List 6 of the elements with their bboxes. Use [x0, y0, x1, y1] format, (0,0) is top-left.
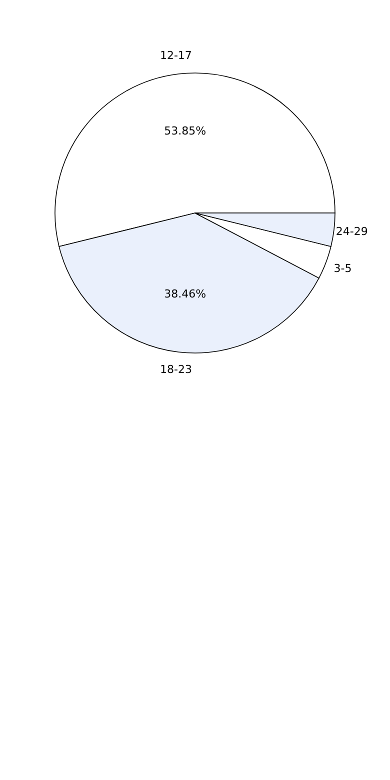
- data-label: 53.85%: [164, 124, 206, 138]
- slice-label: 18-23: [160, 362, 192, 376]
- slice-label: 3-5: [334, 262, 352, 275]
- data-label: 38.46%: [164, 287, 206, 300]
- slice-label: 12-17: [160, 49, 192, 62]
- slice-label: 24-29: [336, 225, 368, 238]
